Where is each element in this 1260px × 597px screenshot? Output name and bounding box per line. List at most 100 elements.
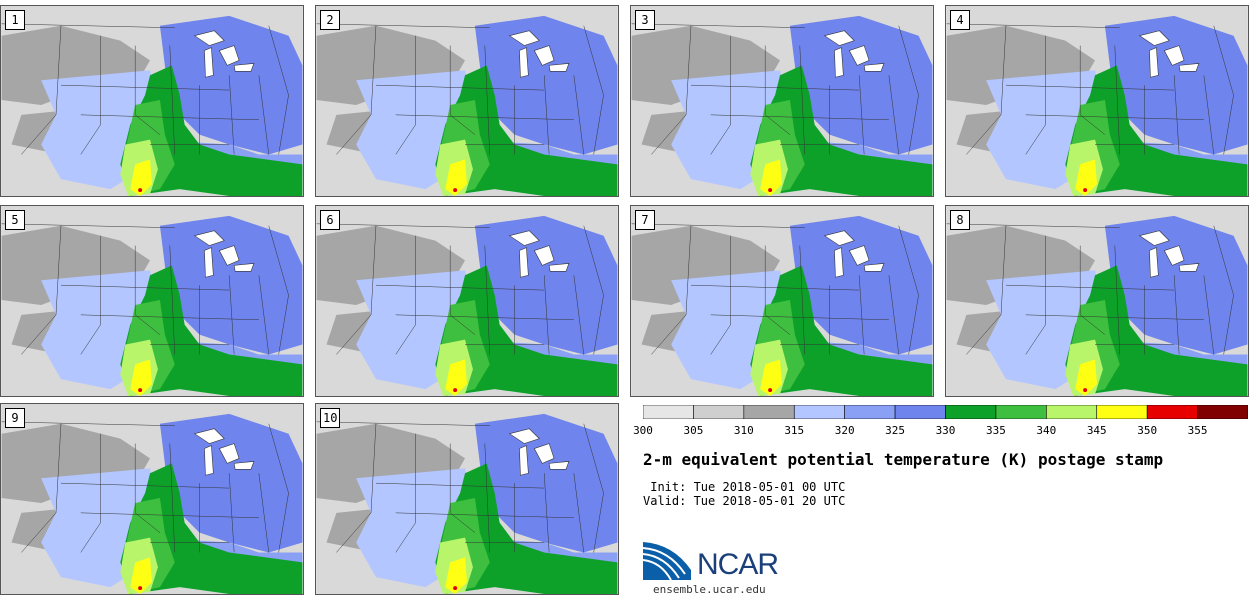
member-number-label: 2 [320, 10, 340, 30]
member-number-label: 9 [5, 408, 25, 428]
member-number-label: 6 [320, 210, 340, 230]
high-theta-fill [789, 15, 933, 155]
colorbar-tick-310: 310 [733, 424, 754, 437]
max-value-spot [1083, 388, 1088, 393]
colorbar-bin-330 [945, 405, 997, 419]
website-url: ensemble.ucar.edu [653, 583, 766, 596]
colorbar-tick-345: 345 [1086, 424, 1107, 437]
member-number-label: 3 [635, 10, 655, 30]
colorbar-bin-335 [995, 405, 1047, 419]
colorbar-bin-310 [743, 405, 795, 419]
high-theta-fill [474, 413, 618, 553]
member-map-panel-8: 8 [945, 205, 1249, 397]
colorbar-tick-325: 325 [885, 424, 906, 437]
member-number-label: 7 [635, 210, 655, 230]
state-borders [316, 421, 604, 553]
high-theta-fill [159, 215, 303, 355]
member-map-panel-5: 5 [0, 205, 304, 397]
great-lakes [508, 30, 570, 78]
max-value-spot [453, 188, 458, 193]
high-theta-fill [474, 215, 618, 355]
great-lakes [193, 230, 255, 278]
extreme-moist-fill [130, 159, 152, 196]
member-map-panel-7: 7 [630, 205, 934, 397]
colorbar-tick-300: 300 [633, 424, 653, 437]
cape-map [946, 206, 1248, 396]
member-map-panel-1: 1 [0, 5, 304, 197]
high-theta-fill [159, 413, 303, 553]
colorbar-bin-345 [1096, 405, 1148, 419]
extreme-moist-fill [1075, 359, 1097, 396]
figure-title: 2-m equivalent potential temperature (K)… [643, 450, 1164, 469]
colorbar-tick-315: 315 [784, 424, 805, 437]
colorbar-bin-340 [1046, 405, 1098, 419]
ncar-logo-icon [643, 542, 691, 581]
colorbar-bin-300 [643, 405, 694, 419]
extreme-moist-fill [1075, 159, 1097, 196]
cape-map [946, 6, 1248, 196]
extreme-moist-fill [445, 359, 467, 396]
great-lakes [193, 428, 255, 476]
member-map-panel-3: 3 [630, 5, 934, 197]
cape-map [316, 6, 618, 196]
extreme-moist-fill [760, 159, 782, 196]
member-map-panel-9: 9 [0, 403, 304, 595]
extreme-moist-fill [760, 359, 782, 396]
colorbar-bin-315 [793, 405, 845, 419]
colorbar [643, 405, 1248, 419]
state-borders [1, 421, 289, 553]
extreme-moist-fill [445, 159, 467, 196]
colorbar-tick-305: 305 [683, 424, 704, 437]
state-borders [316, 223, 604, 355]
member-map-panel-6: 6 [315, 205, 619, 397]
state-borders [946, 223, 1234, 355]
high-theta-fill [1104, 215, 1248, 355]
great-lakes [823, 230, 885, 278]
great-lakes [1138, 30, 1200, 78]
max-value-spot [768, 188, 773, 193]
state-borders [1, 23, 289, 155]
extreme-moist-fill [130, 557, 152, 594]
member-number-label: 4 [950, 10, 970, 30]
colorbar-tick-355: 355 [1187, 424, 1208, 437]
state-borders [946, 23, 1234, 155]
max-value-spot [768, 388, 773, 393]
valid-time: Valid: Tue 2018-05-01 20 UTC [643, 494, 846, 508]
high-theta-fill [159, 15, 303, 155]
colorbar-tick-330: 330 [935, 424, 956, 437]
max-value-spot [138, 188, 143, 193]
max-value-spot [453, 586, 458, 591]
max-value-spot [1083, 188, 1088, 193]
max-value-spot [453, 388, 458, 393]
state-borders [631, 223, 919, 355]
great-lakes [823, 30, 885, 78]
max-value-spot [138, 388, 143, 393]
colorbar-bin-350 [1146, 405, 1198, 419]
great-lakes [193, 30, 255, 78]
ncar-logo-text: NCAR [697, 548, 779, 581]
colorbar-tick-320: 320 [834, 424, 855, 437]
great-lakes [1138, 230, 1200, 278]
cape-map [1, 404, 303, 594]
colorbar-tick-335: 335 [985, 424, 1006, 437]
cape-map [1, 206, 303, 396]
colorbar-tick-350: 350 [1137, 424, 1158, 437]
cape-map [1, 6, 303, 196]
init-time: Init: Tue 2018-05-01 00 UTC [643, 480, 846, 494]
state-borders [631, 23, 919, 155]
great-lakes [508, 428, 570, 476]
member-map-panel-4: 4 [945, 5, 1249, 197]
high-theta-fill [789, 215, 933, 355]
member-number-label: 10 [320, 408, 341, 428]
cape-map [631, 206, 933, 396]
cape-map [316, 404, 618, 594]
colorbar-bin-320 [844, 405, 896, 419]
member-number-label: 8 [950, 210, 970, 230]
member-number-label: 5 [5, 210, 25, 230]
colorbar-tick-340: 340 [1036, 424, 1057, 437]
high-theta-fill [474, 15, 618, 155]
state-borders [1, 223, 289, 355]
colorbar-bin-305 [693, 405, 745, 419]
extreme-moist-fill [445, 557, 467, 594]
extreme-moist-fill [130, 359, 152, 396]
